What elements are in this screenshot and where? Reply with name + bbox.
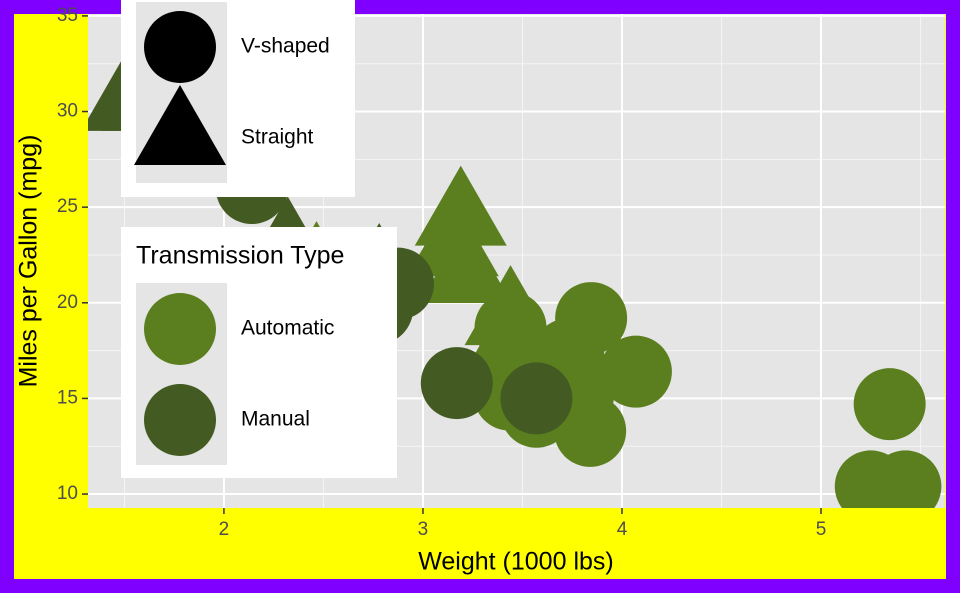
- y-tick-label: 10: [57, 483, 78, 504]
- point: [420, 347, 493, 420]
- legend-label: Manual: [241, 408, 310, 431]
- legend-symbol: [144, 11, 216, 83]
- y-tick-label: 35: [57, 5, 78, 26]
- legend-label: V-shaped: [241, 35, 330, 58]
- point: [464, 291, 557, 372]
- legend-label: Automatic: [241, 317, 334, 340]
- y-tick-label: 20: [57, 292, 78, 313]
- y-axis-title: Miles per Gallon (mpg): [15, 135, 43, 388]
- point: [500, 362, 573, 435]
- legend-symbol: [134, 85, 226, 165]
- color-legend: Transmission Type Automatic Manual: [121, 227, 397, 478]
- y-tick-label: 15: [57, 387, 78, 408]
- legend-symbol: [144, 293, 216, 365]
- y-tick-label: 25: [57, 196, 78, 217]
- point: [555, 282, 628, 355]
- axes: 2 3 4 5 10 15 20 25 30 35: [57, 5, 826, 540]
- legend-title: Transmission Type: [136, 242, 344, 270]
- x-tick-label: 5: [816, 519, 827, 540]
- x-tick-label: 3: [418, 519, 429, 540]
- x-tick-label: 2: [219, 519, 230, 540]
- point: [869, 450, 942, 508]
- legend-symbol: [144, 384, 216, 456]
- legend-label: Straight: [241, 126, 314, 149]
- shape-legend: V-shaped Straight: [121, 0, 355, 197]
- point: [554, 394, 627, 467]
- x-axis-title: Weight (1000 lbs): [418, 548, 613, 576]
- y-tick-label: 30: [57, 101, 78, 122]
- point: [406, 196, 499, 277]
- x-tick-label: 4: [617, 519, 628, 540]
- point: [853, 368, 926, 441]
- point: [599, 335, 672, 408]
